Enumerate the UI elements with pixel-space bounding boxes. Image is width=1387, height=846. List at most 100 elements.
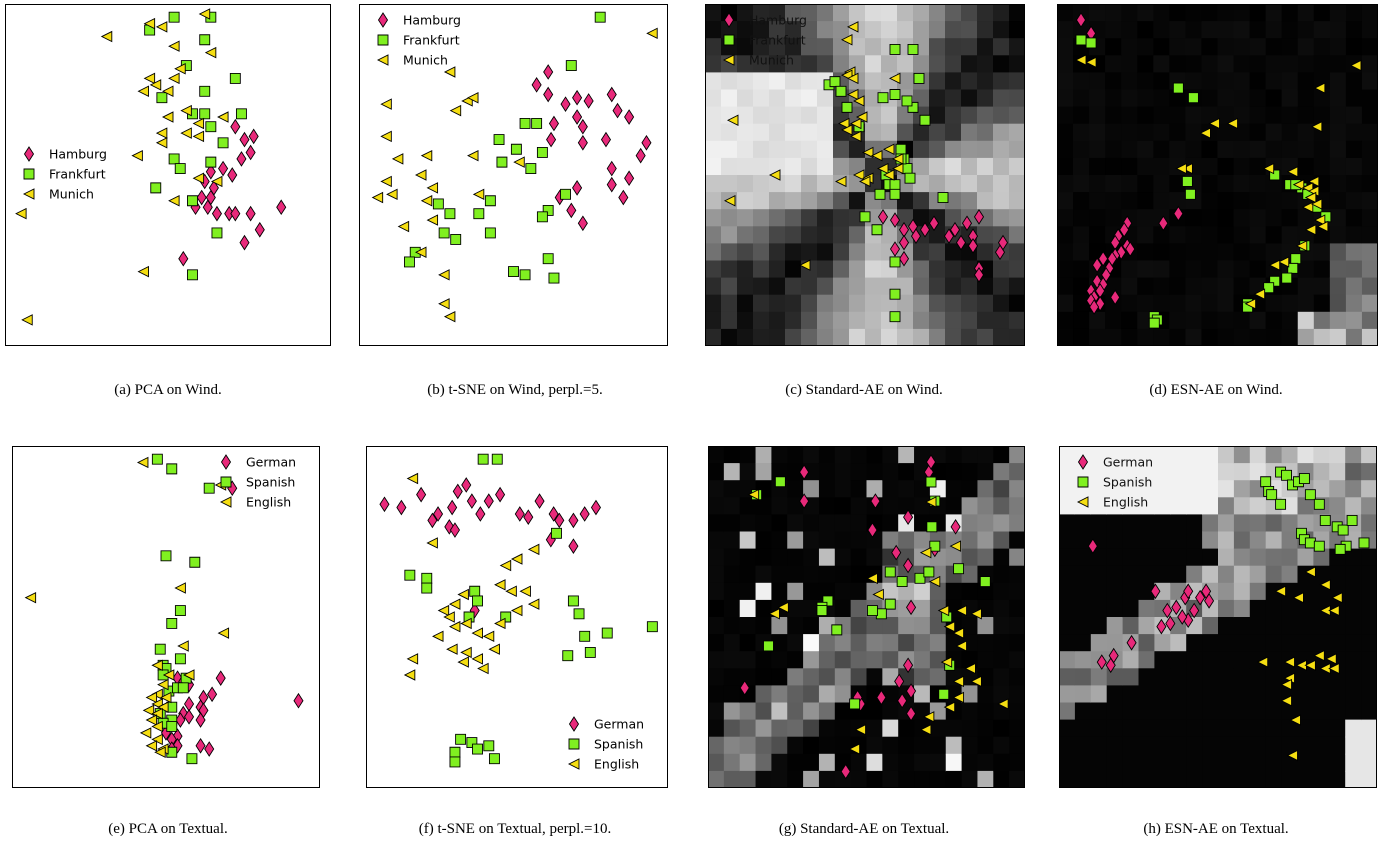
point-munich-24 [1244,298,1257,310]
legend-marker-0 [220,454,232,470]
point-spanish-0 [477,453,489,465]
point-german-2 [416,486,427,503]
legend: German Spanish English [567,716,644,772]
point-munich-23 [1253,288,1266,300]
point-munich-5 [1208,117,1220,130]
plot-h: German Spanish English [1059,446,1377,788]
point-english-23 [919,723,932,736]
point-frankfurt-0 [594,11,606,23]
point-english-4 [949,540,962,552]
legend-label-2: Munich [403,53,448,68]
caption-a: (a) PCA on Wind. [114,382,222,398]
legend-marker-0 [377,12,389,28]
plot-frame [366,446,668,788]
point-german-14 [523,509,534,526]
point-english-10 [970,608,982,620]
point-munich-16 [1301,201,1314,213]
point-frankfurt-2 [1187,92,1199,104]
point-hamburg-10 [196,189,207,206]
point-munich-22 [858,175,871,188]
point-hamburg-13 [898,234,910,251]
point-munich-23 [443,310,456,323]
point-german-23 [483,493,494,509]
point-english-22 [154,746,166,758]
point-spanish-17 [831,624,843,636]
point-german-12 [1126,634,1137,651]
legend: Hamburg Frankfurt Munich [722,12,807,68]
point-spanish-5 [174,605,186,617]
point-hamburg-22 [566,202,577,219]
point-munich-1 [840,34,853,46]
point-german-0 [215,670,226,687]
point-english-11 [1313,649,1325,662]
point-hamburg-9 [572,109,583,125]
point-munich-21 [438,269,450,281]
point-spanish-2 [404,569,416,581]
point-english-17 [446,643,458,655]
point-hamburg-1 [961,215,973,232]
point-munich-7 [143,72,156,85]
point-munich-21 [1277,256,1290,268]
point-spanish-16 [816,605,828,617]
point-frankfurt-15 [438,227,450,239]
point-munich-11 [1307,175,1320,188]
point-hamburg-23 [618,189,629,206]
point-hamburg-13 [211,205,222,222]
point-german-1 [1150,583,1161,600]
point-english-1 [777,601,789,614]
caption-g: (g) Standard-AE on Textual. [778,821,950,837]
point-english-2 [527,543,540,556]
point-munich-15 [891,153,904,165]
point-munich-25 [137,265,149,278]
point-german-16 [548,506,559,522]
point-german-9 [1177,609,1188,625]
point-german-1 [396,499,407,516]
point-hamburg-16 [635,147,646,164]
point-german-15 [1105,657,1116,674]
point-hamburg-6 [218,160,229,177]
point-german-13 [906,683,917,699]
point-hamburg-20 [178,250,189,267]
point-munich-5 [380,98,392,110]
point-english-9 [157,678,169,691]
point-english-17 [151,720,163,733]
point-english-13 [1325,653,1337,665]
point-spanish-6 [567,595,579,607]
point-munich-0 [198,8,211,20]
point-spanish-20 [938,688,950,700]
point-english-5 [217,627,230,639]
point-munich-16 [155,127,168,139]
point-frankfurt-19 [508,266,519,278]
point-frankfurt-9 [560,188,571,200]
legend-marker-1 [568,738,580,750]
point-english-7 [162,669,175,681]
point-english-10 [151,688,163,701]
point-munich-20 [415,246,427,259]
legend-marker-1 [23,168,35,180]
point-english-2 [174,582,186,594]
point-frankfurt-13 [432,198,444,210]
point-english-1 [426,537,438,549]
point-frankfurt-13 [168,153,180,165]
point-spanish-14 [472,595,483,607]
point-english-5 [866,572,878,585]
point-munich-2 [1313,82,1326,94]
plot-g [708,446,1025,788]
point-german-20 [590,499,601,516]
point-english-24 [952,675,965,688]
legend-marker-0 [23,146,35,162]
plot-frame [705,4,1025,346]
point-munich-6 [1226,117,1238,130]
point-english-0 [136,456,149,469]
point-english-17 [952,691,965,704]
point-english-7 [519,585,531,597]
point-hamburg-6 [943,228,955,245]
point-frankfurt-23 [859,211,871,223]
grayscale-background [1057,4,1378,346]
point-english-3 [510,553,523,565]
point-munich-17 [180,127,192,139]
legend-label-0: German [594,717,644,732]
point-munich-8 [149,79,162,91]
point-german-6 [891,544,902,561]
legend-marker-2 [1074,54,1087,66]
